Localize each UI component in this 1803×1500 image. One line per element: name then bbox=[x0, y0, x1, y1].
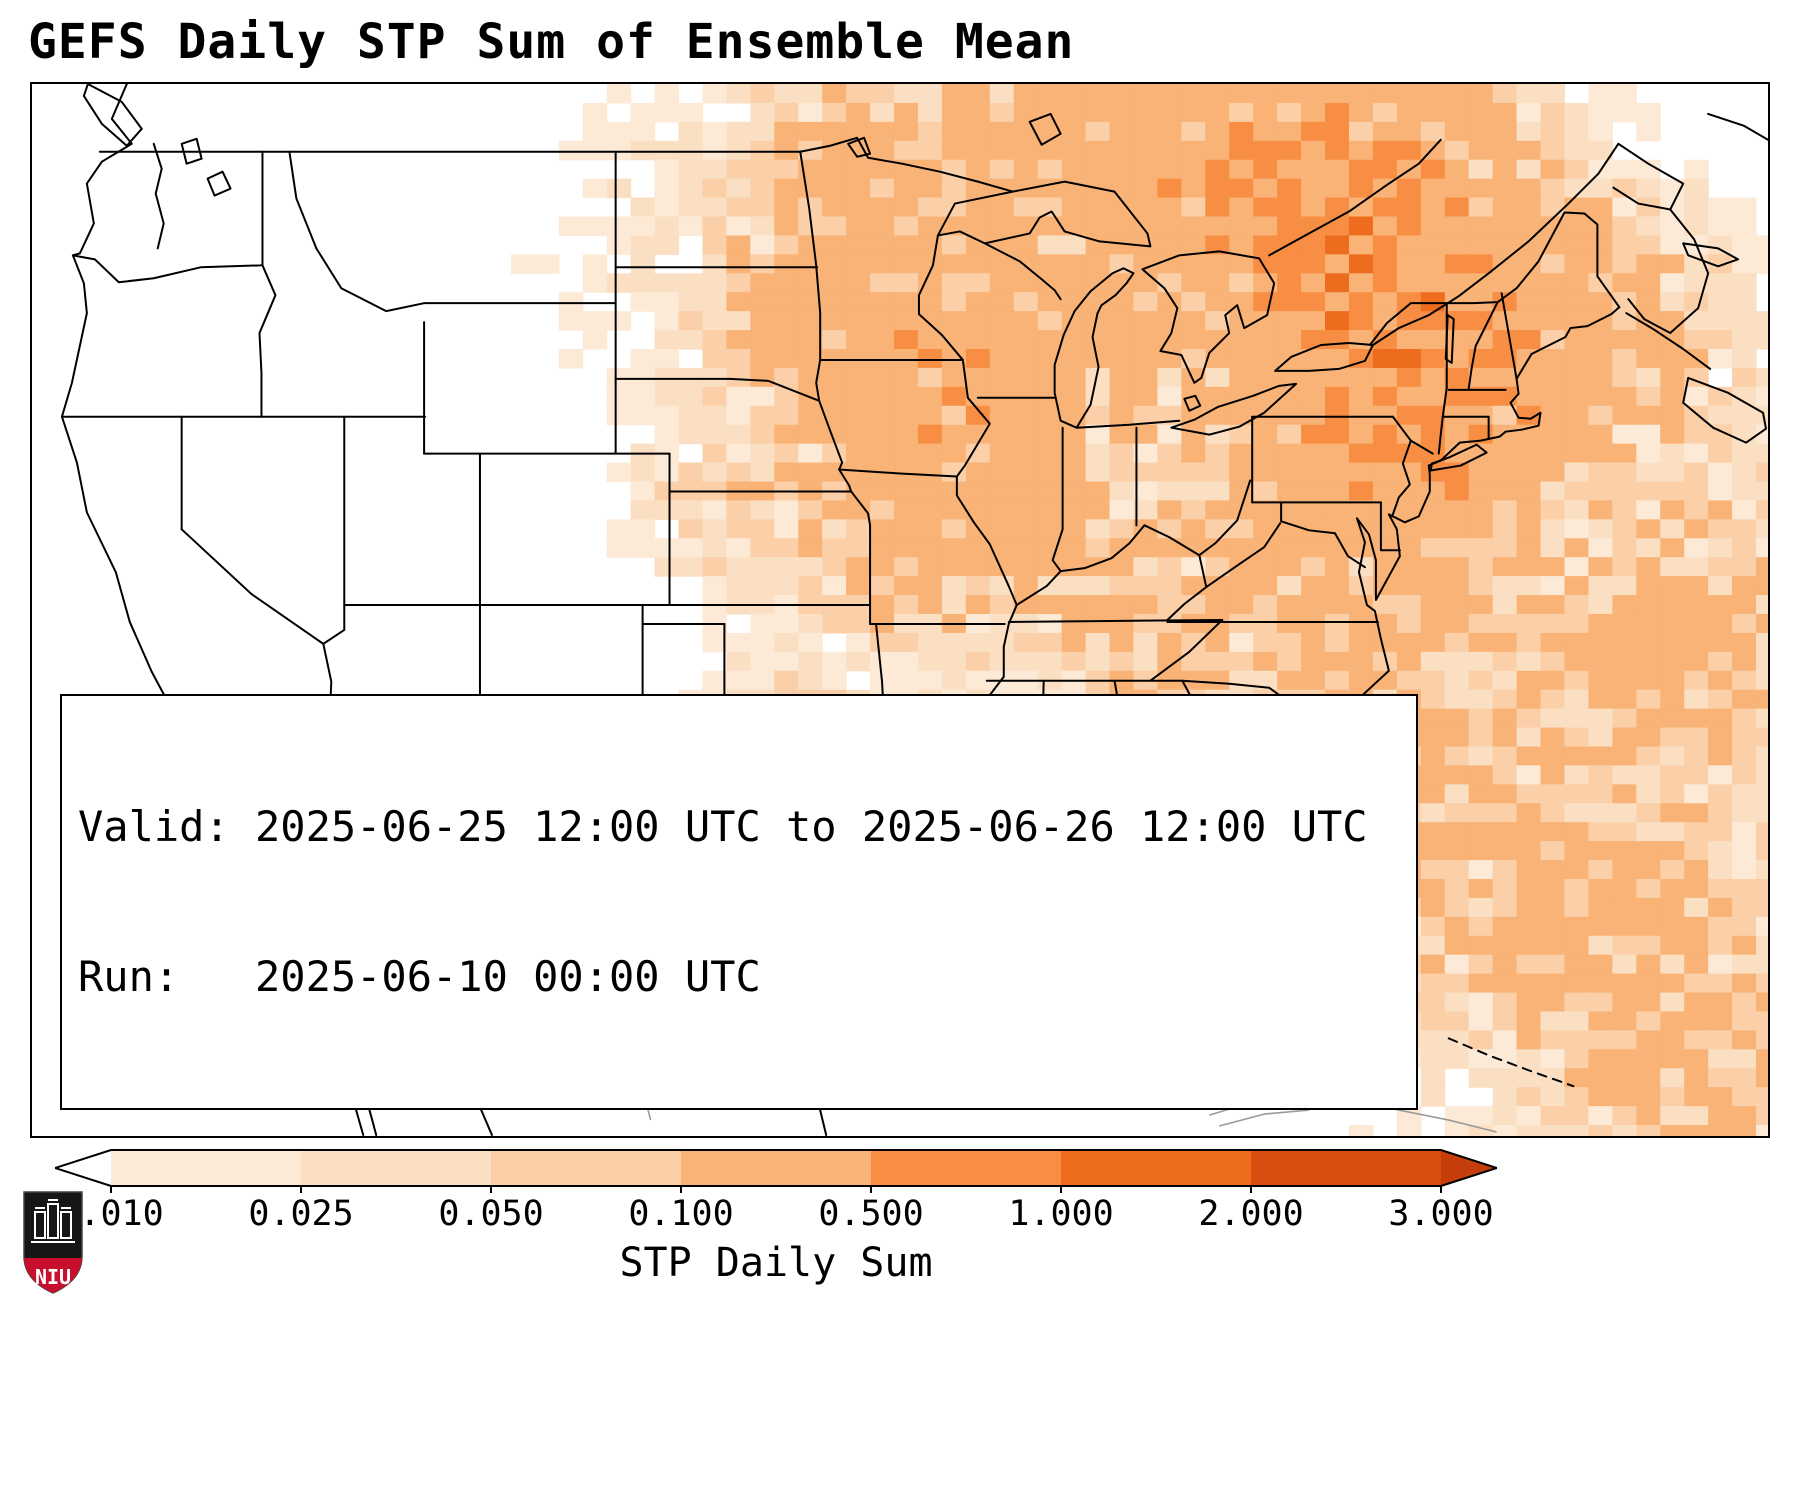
map-canvas: Valid: 2025-06-25 12:00 UTC to 2025-06-2… bbox=[30, 82, 1770, 1138]
niu-shield-icon: NIU bbox=[23, 1191, 83, 1294]
colorbar-tick-labels: 0.010 0.025 0.050 0.100 0.500 1.000 2.000 3.000 bbox=[55, 1194, 1497, 1234]
colorbar-tick-label: 1.000 bbox=[1008, 1194, 1114, 1234]
colorbar-tick-label: 0.500 bbox=[818, 1194, 924, 1234]
colorbar-axis-label: STP Daily Sum bbox=[619, 1240, 933, 1286]
colorbar bbox=[51, 1148, 1501, 1194]
validity-info-box: Valid: 2025-06-25 12:00 UTC to 2025-06-2… bbox=[60, 694, 1418, 1110]
page-title: GEFS Daily STP Sum of Ensemble Mean bbox=[28, 14, 1075, 70]
colorbar-tick-label: 2.000 bbox=[1198, 1194, 1304, 1234]
niu-logo: NIU bbox=[22, 1190, 84, 1296]
run-time-text: Run: 2025-06-10 00:00 UTC bbox=[78, 952, 761, 1001]
colorbar-tick-label: 3.000 bbox=[1388, 1194, 1494, 1234]
niu-logo-text: NIU bbox=[35, 1265, 71, 1289]
castle-glyph bbox=[31, 1199, 75, 1243]
colorbar-tick-label: 0.100 bbox=[628, 1194, 734, 1234]
colorbar-tick-label: 0.025 bbox=[248, 1194, 354, 1234]
valid-time-text: Valid: 2025-06-25 12:00 UTC to 2025-06-2… bbox=[78, 802, 1368, 851]
colorbar-svg bbox=[51, 1149, 1501, 1193]
colorbar-tick-label: 0.050 bbox=[438, 1194, 544, 1234]
